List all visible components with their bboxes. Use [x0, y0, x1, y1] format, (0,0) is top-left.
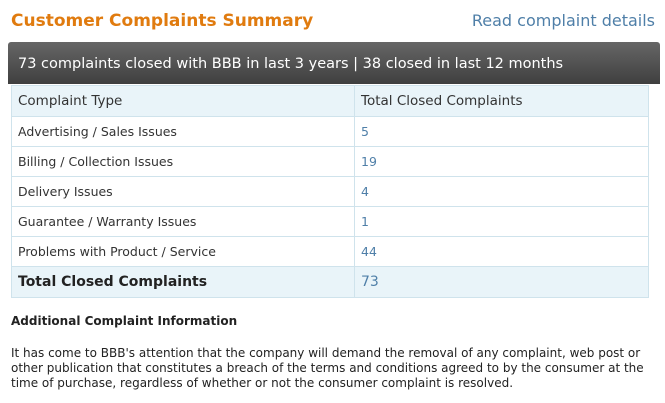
complaint-type-cell: Delivery Issues: [11, 176, 355, 207]
complaint-type-cell: Guarantee / Warranty Issues: [11, 206, 355, 237]
total-label: Total Closed Complaints: [11, 266, 355, 298]
column-header-complaint-type: Complaint Type: [11, 85, 355, 117]
total-count-link[interactable]: 73: [354, 266, 649, 298]
complaint-count-link[interactable]: 44: [354, 236, 649, 267]
page-title: Customer Complaints Summary: [11, 11, 314, 31]
complaint-type-cell: Advertising / Sales Issues: [11, 116, 355, 147]
column-header-total-closed: Total Closed Complaints: [354, 85, 649, 117]
complaints-summary-bar: 73 complaints closed with BBB in last 3 …: [8, 42, 660, 84]
complaint-type-cell: Problems with Product / Service: [11, 236, 355, 267]
additional-info-text: It has come to BBB's attention that the …: [11, 346, 644, 390]
complaint-count-link[interactable]: 5: [354, 116, 649, 147]
read-complaint-details-link[interactable]: Read complaint details: [471, 11, 655, 30]
additional-info-heading: Additional Complaint Information: [11, 314, 238, 328]
table-row: Problems with Product / Service 44: [11, 236, 649, 267]
table-row: Advertising / Sales Issues 5: [11, 116, 649, 147]
table-row: Billing / Collection Issues 19: [11, 146, 649, 177]
complaint-count-link[interactable]: 19: [354, 146, 649, 177]
complaint-count-link[interactable]: 4: [354, 176, 649, 207]
table-row: Guarantee / Warranty Issues 1: [11, 206, 649, 237]
table-total-row: Total Closed Complaints 73: [11, 266, 649, 298]
table-header-row: Complaint Type Total Closed Complaints: [11, 85, 649, 117]
table-row: Delivery Issues 4: [11, 176, 649, 207]
complaint-count-link[interactable]: 1: [354, 206, 649, 237]
complaint-type-cell: Billing / Collection Issues: [11, 146, 355, 177]
complaints-table: Complaint Type Total Closed Complaints A…: [11, 85, 649, 298]
